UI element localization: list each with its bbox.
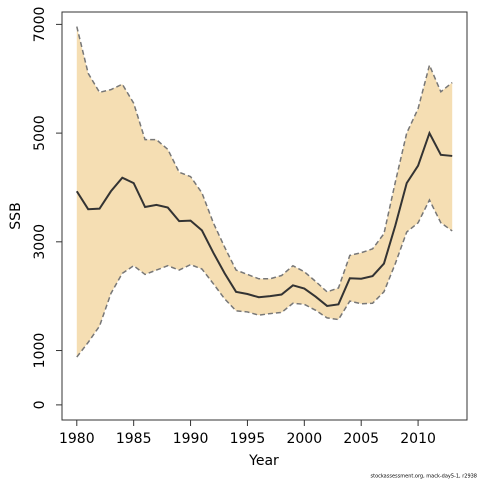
x-tick-label: 1990 <box>173 431 209 447</box>
y-tick-label: 7000 <box>32 7 48 43</box>
y-axis-label: SSB <box>8 202 24 229</box>
lower-bound <box>76 198 453 358</box>
ssb-line <box>75 130 453 308</box>
x-tick-label: 2010 <box>400 431 436 447</box>
plot-frame <box>61 11 468 421</box>
y-tick-label: 5000 <box>32 115 48 151</box>
x-tick-label: 2005 <box>343 431 379 447</box>
x-axis-label: Year <box>248 453 279 469</box>
x-tick-label: 2000 <box>286 431 322 447</box>
x-tick-label: 1985 <box>116 431 152 447</box>
y-tick-label: 3000 <box>32 224 48 260</box>
x-tick-label: 1980 <box>59 431 95 447</box>
footnote: stockassessment.org, mack-day5-1, r2938 <box>371 474 478 480</box>
y-tick-label: 0 <box>32 400 48 409</box>
x-tick-label: 1995 <box>230 431 266 447</box>
y-tick-label: 1000 <box>32 333 48 369</box>
confidence-band <box>76 26 453 358</box>
upper-bound <box>76 26 453 293</box>
